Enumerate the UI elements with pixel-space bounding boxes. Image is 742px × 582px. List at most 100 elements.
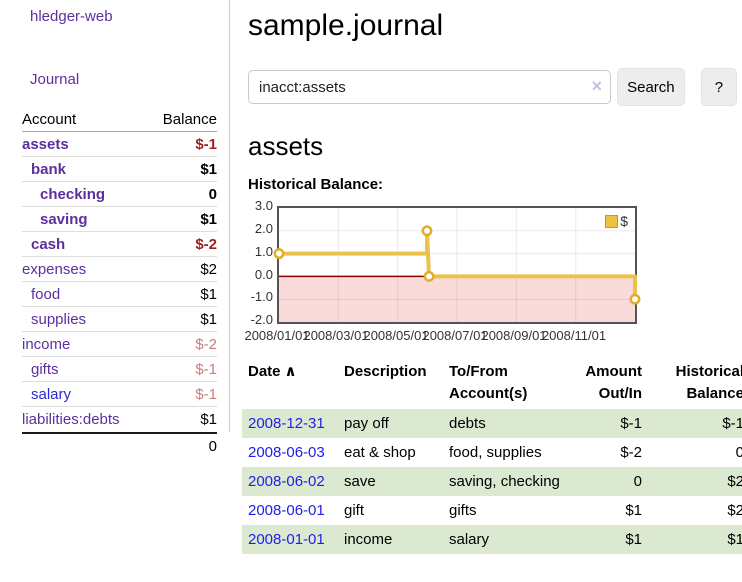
balance-column-header: Balance [162, 111, 217, 128]
sidebar-account-checking: checking 0 [22, 182, 217, 207]
chart-legend: $ [603, 212, 630, 230]
transaction-accounts: debts [449, 409, 582, 438]
date-header-label: Date [248, 363, 281, 380]
transaction-date-link[interactable]: 2008-06-03 [248, 444, 325, 461]
register-table: Date ∧ Description To/From Account(s) Amo… [242, 359, 742, 554]
transaction-balance: $1 [642, 525, 742, 554]
account-link-salary[interactable]: salary [31, 386, 72, 403]
account-link-bank[interactable]: bank [31, 161, 67, 178]
negative-region [279, 276, 635, 322]
account-link-food[interactable]: food [31, 286, 61, 303]
account-balance: $1 [200, 286, 217, 303]
account-link-liabilities-debts[interactable]: liabilities:debts [22, 411, 120, 428]
account-link-gifts[interactable]: gifts [31, 361, 59, 378]
account-link-assets[interactable]: assets [22, 136, 69, 153]
account-balance: $-1 [195, 386, 217, 403]
account-link-expenses[interactable]: expenses [22, 261, 87, 278]
transaction-date-link[interactable]: 2008-12-31 [248, 415, 325, 432]
y-tick-label: 1.0 [254, 244, 273, 259]
clear-search-icon[interactable]: × [591, 76, 602, 96]
x-tick-label: 2008/05/01 [363, 328, 429, 343]
account-heading: assets [248, 131, 324, 161]
transaction-accounts: salary [449, 525, 582, 554]
transaction-date-link[interactable]: 2008-01-01 [248, 531, 325, 548]
page-title: sample.journal [248, 9, 444, 42]
x-tick-label: 2008/11/01 [541, 328, 607, 343]
x-tick-label: 2008/03/01 [303, 328, 369, 343]
sidebar-account-assets: assets $-1 [22, 132, 217, 157]
transaction-row: 2008-12-31 pay off debts $-1 $-1 [242, 409, 742, 438]
transaction-balance: 0 [735, 444, 742, 461]
register-header-row: Date ∧ Description To/From Account(s) Amo… [242, 359, 742, 409]
sidebar-account-supplies: supplies $1 [22, 307, 217, 332]
description-column-header: Description [344, 363, 427, 380]
x-tick-label: 2008/07/01 [422, 328, 488, 343]
transaction-date-link[interactable]: 2008-06-01 [248, 502, 325, 519]
transaction-description: save [344, 467, 449, 496]
sidebar-account-saving: saving $1 [22, 207, 217, 232]
account-link-saving[interactable]: saving [40, 211, 88, 228]
balance-line [279, 228, 637, 300]
sidebar-account-cash: cash $-2 [22, 232, 217, 257]
transaction-balance: $-1 [642, 409, 742, 438]
x-tick-label: 2008/01/01 [244, 328, 310, 343]
transaction-row: 2008-06-03 eat & shop food, supplies $-2… [242, 438, 742, 467]
account-balance: $-2 [195, 336, 217, 353]
accounts-tree: Account Balance assets $-1 bank $1 check… [22, 107, 217, 458]
main-content: sample.journal × Search ? assets Histori… [231, 0, 742, 582]
account-balance: 0 [208, 186, 217, 203]
account-balance: $-1 [195, 361, 217, 378]
search-button[interactable]: Search [617, 68, 685, 106]
account-link-cash[interactable]: cash [31, 236, 66, 253]
transaction-amount: $1 [582, 525, 642, 554]
transaction-description: eat & shop [344, 444, 416, 461]
transaction-date-link[interactable]: 2008-06-02 [248, 473, 325, 490]
sidebar-account-salary: salary $-1 [22, 382, 217, 407]
y-tick-label: -1.0 [250, 289, 273, 304]
sidebar-account-income: income $-2 [22, 332, 217, 357]
y-tick-label: 0.0 [254, 267, 273, 282]
account-balance: $-2 [195, 236, 217, 253]
brand-link[interactable]: hledger-web [30, 8, 113, 25]
legend-color-swatch-icon [605, 214, 619, 228]
transaction-accounts: food, supplies [449, 444, 542, 461]
sidebar-account-gifts: gifts $-1 [22, 357, 217, 382]
historical-balance-chart: 3.0 2.0 1.0 0.0 -1.0 -2.0 [244, 198, 737, 344]
account-link-checking[interactable]: checking [40, 186, 106, 203]
chart-plot-area[interactable]: $ [273, 206, 641, 324]
sidebar: hledger-web Journal Account Balance asse… [0, 0, 230, 455]
search-input[interactable] [248, 70, 611, 104]
help-button[interactable]: ? [700, 68, 737, 106]
account-balance: $1 [200, 161, 217, 178]
accounts-total-value: 0 [208, 438, 217, 455]
account-link-supplies[interactable]: supplies [31, 311, 87, 328]
chart-canvas [273, 208, 641, 322]
account-balance: $2 [200, 261, 217, 278]
transaction-row: 2008-06-01 gift gifts $1 $2 [242, 496, 742, 525]
search-bar: × Search ? [248, 68, 737, 106]
sidebar-account-expenses: expenses $2 [22, 257, 217, 282]
account-balance: $1 [200, 211, 217, 228]
transaction-balance: $2 [727, 502, 742, 519]
sort-ascending-icon: ∧ [284, 363, 297, 380]
sidebar-account-liabilities-debts: liabilities:debts $1 [22, 407, 217, 432]
transaction-amount: $-2 [620, 444, 642, 461]
y-tick-label: 3.0 [254, 198, 273, 213]
transaction-amount: 0 [582, 467, 642, 496]
y-tick-label: -2.0 [250, 312, 273, 327]
chart-title: Historical Balance: [248, 176, 384, 193]
accounts-tree-header: Account Balance [22, 107, 217, 132]
date-column-header[interactable]: Date ∧ [242, 359, 344, 409]
accounts-total-row: 0 [22, 432, 217, 458]
transaction-accounts: saving, checking [449, 467, 582, 496]
transaction-accounts: gifts [449, 502, 477, 519]
sidebar-item-journal[interactable]: Journal [30, 71, 80, 88]
account-link-income[interactable]: income [22, 336, 71, 353]
transaction-balance: $2 [642, 467, 742, 496]
balance-column-header: Historical Balance [675, 363, 742, 402]
transaction-description: income [344, 525, 449, 554]
account-balance: $1 [200, 311, 217, 328]
accounts-column-header: To/From Account(s) [449, 363, 528, 402]
transaction-row: 2008-01-01 income salary $1 $1 [242, 525, 742, 554]
